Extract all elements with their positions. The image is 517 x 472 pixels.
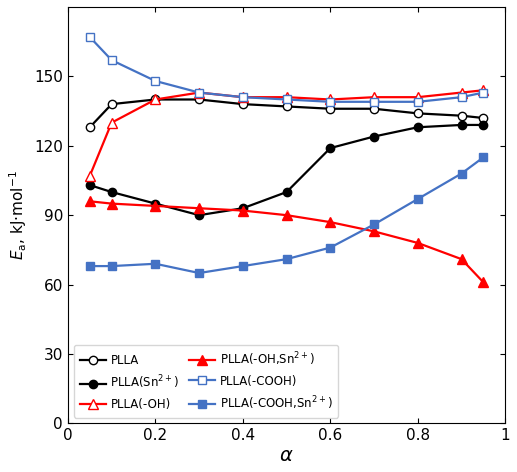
PLLA(Sn$^{2+}$) <box>415 125 421 130</box>
PLLA(Sn$^{2+}$) <box>109 189 115 195</box>
PLLA(-COOH,Sn$^{2+}$) <box>109 263 115 269</box>
PLLA(-OH) <box>196 90 202 95</box>
PLLA(-COOH,Sn$^{2+}$) <box>371 221 377 227</box>
PLLA(-COOH,Sn$^{2+}$) <box>153 261 159 267</box>
PLLA(-OH) <box>480 87 486 93</box>
Line: PLLA(-COOH,Sn$^{2+}$): PLLA(-COOH,Sn$^{2+}$) <box>86 153 488 277</box>
PLLA(-OH,Sn$^{2+}$) <box>240 208 246 213</box>
PLLA(-OH) <box>371 94 377 100</box>
PLLA(-COOH,Sn$^{2+}$) <box>240 263 246 269</box>
PLLA <box>153 97 159 102</box>
Line: PLLA: PLLA <box>86 95 488 131</box>
PLLA(-COOH) <box>109 57 115 63</box>
PLLA(Sn$^{2+}$) <box>371 134 377 139</box>
PLLA(-COOH,Sn$^{2+}$) <box>327 245 333 251</box>
PLLA <box>240 101 246 107</box>
PLLA(-OH,Sn$^{2+}$) <box>283 212 290 218</box>
PLLA(-COOH) <box>480 90 486 95</box>
Line: PLLA(-OH): PLLA(-OH) <box>85 85 488 181</box>
PLLA <box>480 115 486 121</box>
PLLA(-COOH) <box>371 99 377 105</box>
PLLA <box>109 101 115 107</box>
PLLA(Sn$^{2+}$) <box>87 182 93 188</box>
PLLA(-COOH,Sn$^{2+}$) <box>87 263 93 269</box>
PLLA(-OH,Sn$^{2+}$) <box>153 203 159 209</box>
PLLA(-COOH) <box>283 97 290 102</box>
PLLA(-COOH,Sn$^{2+}$) <box>459 171 465 177</box>
PLLA(-OH) <box>240 94 246 100</box>
PLLA(-COOH,Sn$^{2+}$) <box>480 154 486 160</box>
PLLA(Sn$^{2+}$) <box>196 212 202 218</box>
PLLA(-OH) <box>153 97 159 102</box>
PLLA(Sn$^{2+}$) <box>240 205 246 211</box>
Line: PLLA(-COOH): PLLA(-COOH) <box>86 33 488 106</box>
PLLA(-COOH,Sn$^{2+}$) <box>283 256 290 262</box>
PLLA(-OH,Sn$^{2+}$) <box>415 240 421 246</box>
PLLA <box>283 103 290 109</box>
PLLA(-COOH) <box>196 90 202 95</box>
PLLA(-OH,Sn$^{2+}$) <box>480 279 486 285</box>
PLLA(-OH) <box>87 173 93 179</box>
PLLA(-OH) <box>415 94 421 100</box>
PLLA(-OH) <box>283 94 290 100</box>
PLLA(-OH,Sn$^{2+}$) <box>109 201 115 206</box>
PLLA(Sn$^{2+}$) <box>283 189 290 195</box>
PLLA(-OH) <box>327 97 333 102</box>
PLLA(Sn$^{2+}$) <box>153 201 159 206</box>
PLLA(-COOH) <box>415 99 421 105</box>
X-axis label: $\alpha$: $\alpha$ <box>279 446 294 465</box>
PLLA(-COOH) <box>327 99 333 105</box>
PLLA(-COOH) <box>153 78 159 84</box>
PLLA(-COOH,Sn$^{2+}$) <box>415 196 421 202</box>
PLLA <box>87 125 93 130</box>
PLLA(Sn$^{2+}$) <box>459 122 465 128</box>
PLLA <box>371 106 377 111</box>
PLLA(Sn$^{2+}$) <box>327 145 333 151</box>
PLLA(-OH,Sn$^{2+}$) <box>459 256 465 262</box>
Legend: PLLA, PLLA(Sn$^{2+}$), PLLA(-OH), PLLA(-OH,Sn$^{2+}$), PLLA(-COOH), PLLA(-COOH,S: PLLA, PLLA(Sn$^{2+}$), PLLA(-OH), PLLA(-… <box>74 345 338 418</box>
Line: PLLA(Sn$^{2+}$): PLLA(Sn$^{2+}$) <box>86 121 488 219</box>
PLLA(-OH,Sn$^{2+}$) <box>87 198 93 204</box>
PLLA <box>327 106 333 111</box>
PLLA(-OH,Sn$^{2+}$) <box>196 205 202 211</box>
PLLA(-OH) <box>459 90 465 95</box>
PLLA(Sn$^{2+}$) <box>480 122 486 128</box>
PLLA <box>459 113 465 118</box>
PLLA(-COOH) <box>87 34 93 40</box>
PLLA <box>415 110 421 116</box>
PLLA(-OH,Sn$^{2+}$) <box>327 219 333 225</box>
PLLA(-OH) <box>109 120 115 126</box>
Line: PLLA(-OH,Sn$^{2+}$): PLLA(-OH,Sn$^{2+}$) <box>85 196 488 287</box>
PLLA(-OH,Sn$^{2+}$) <box>371 228 377 234</box>
Y-axis label: $E_{\rm a}$, kJ·mol$^{-1}$: $E_{\rm a}$, kJ·mol$^{-1}$ <box>7 170 28 260</box>
PLLA <box>196 97 202 102</box>
PLLA(-COOH) <box>459 94 465 100</box>
PLLA(-COOH,Sn$^{2+}$) <box>196 270 202 276</box>
PLLA(-COOH) <box>240 94 246 100</box>
